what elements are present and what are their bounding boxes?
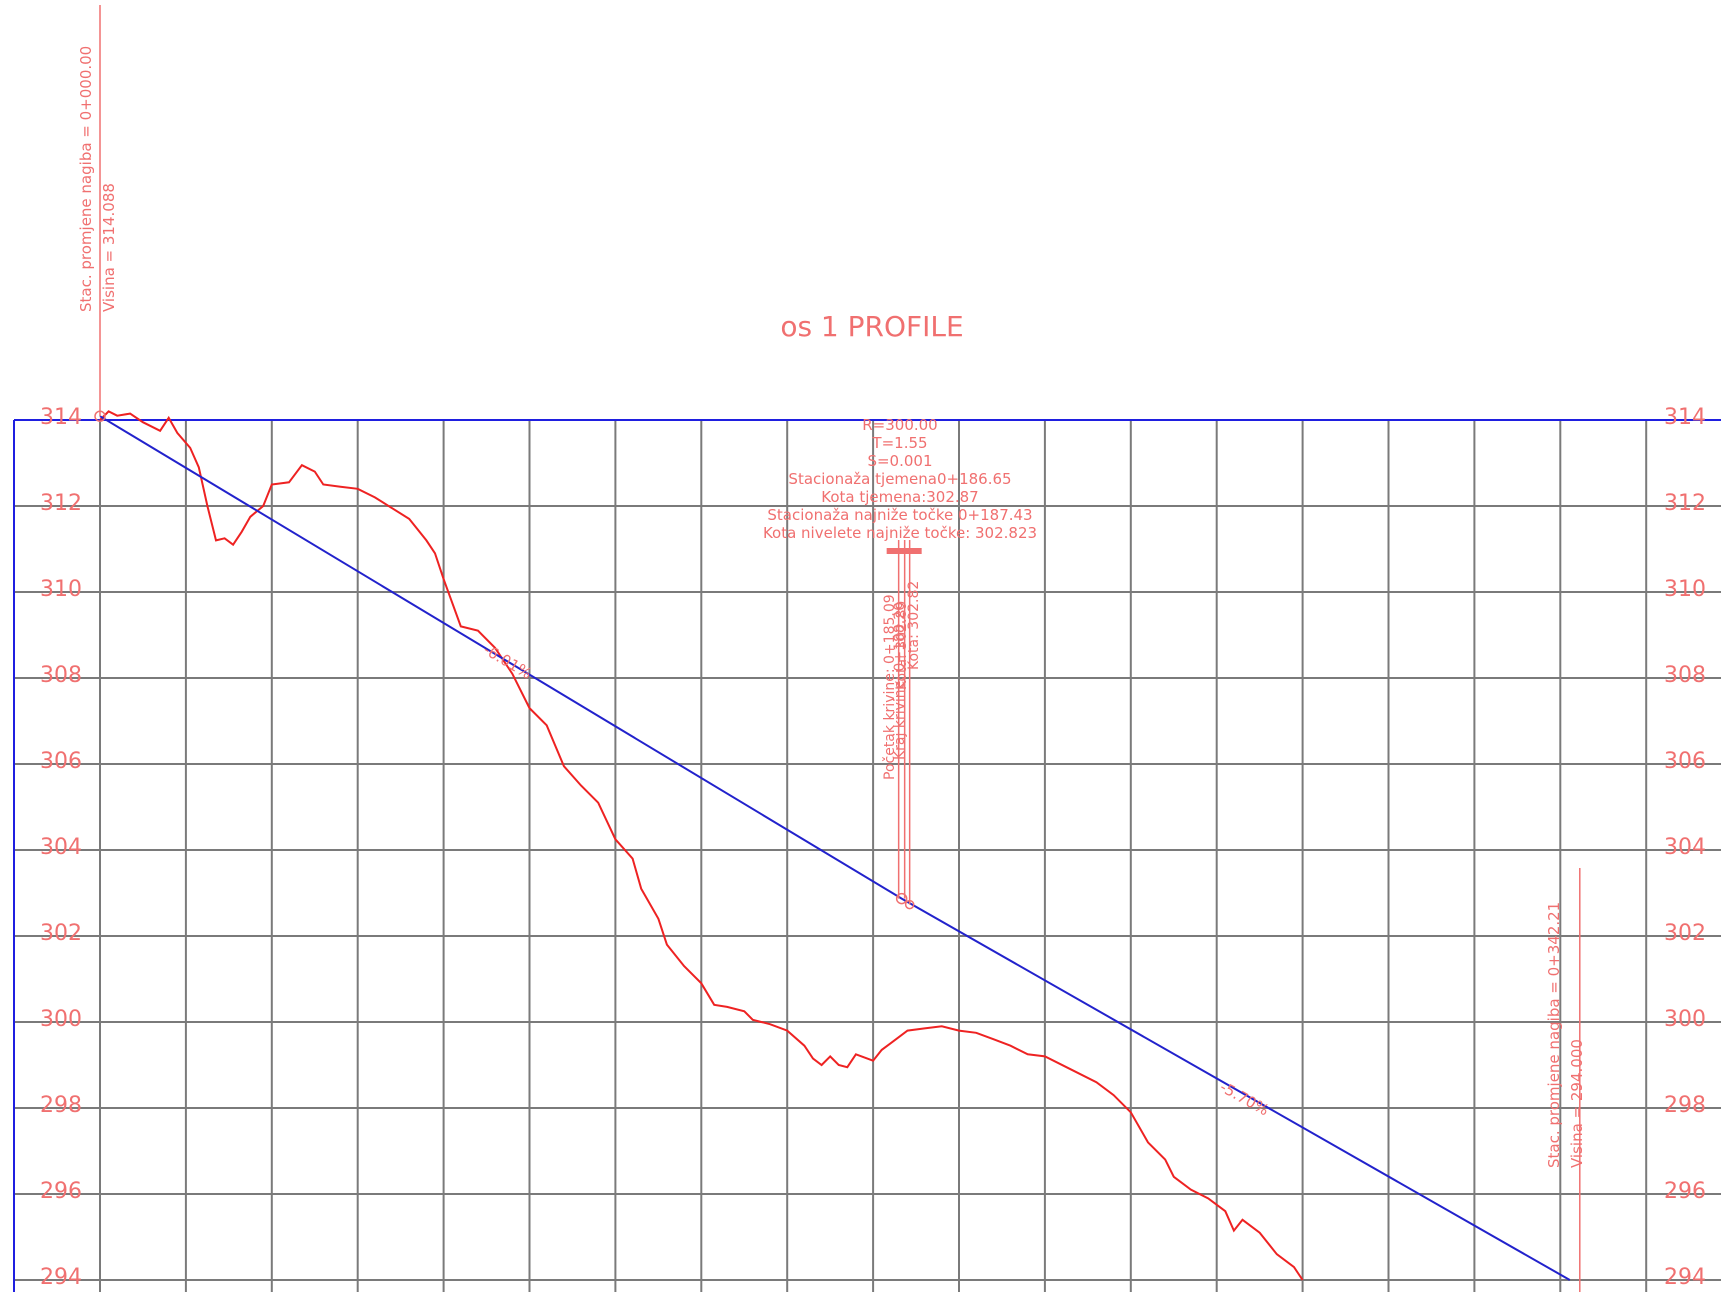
- curve-tangent: T=1.55: [871, 434, 927, 452]
- y-tick-label-right: 304: [1664, 835, 1706, 860]
- grade-line: [99, 415, 1571, 1281]
- grade-label-2: -5.70%: [1217, 1078, 1272, 1119]
- y-tick-label-left: 308: [40, 663, 82, 688]
- y-tick-label-right: 302: [1664, 921, 1706, 946]
- curve-lowest-station: Stacionaža najniže točke 0+187.43: [767, 506, 1032, 524]
- y-tick-label-right: 310: [1664, 577, 1706, 602]
- curve-radius: R=300.00: [862, 416, 937, 434]
- curve-s: S=0.001: [867, 452, 932, 470]
- end-stac-label: Stac. promjene nagiba = 0+342.21: [1545, 902, 1563, 1168]
- terrain-line: [99, 410, 1304, 1281]
- y-tick-label-right: 296: [1664, 1179, 1706, 1204]
- end-visina-label: Visina = 294.000: [1568, 1039, 1586, 1168]
- chart-title: os 1 PROFILE: [780, 310, 963, 343]
- y-tick-label-left: 294: [40, 1265, 82, 1290]
- annotations: os 1 PROFILE -6.01% -5.70% Stac. promjen…: [77, 5, 1586, 1292]
- start-vertex-marker: [94, 410, 106, 422]
- series: [99, 410, 1571, 1281]
- y-tick-label-right: 306: [1664, 749, 1706, 774]
- y-tick-labels: 314 314 312 312 310 310 308 308 306 306 304 304 302 3…: [40, 405, 1706, 1290]
- y-tick-label-left: 296: [40, 1179, 82, 1204]
- y-tick-label-right: 294: [1664, 1265, 1706, 1290]
- y-tick-label-left: 314: [40, 405, 82, 430]
- y-tick-label-right: 314: [1664, 405, 1706, 430]
- curve-end-kota: Kota: 302.82: [906, 581, 922, 670]
- curve-vertex-station: Stacionaža tjemena0+186.65: [788, 470, 1011, 488]
- curve-vertex-elevation: Kota tjemena:302.87: [821, 488, 978, 506]
- y-tick-label-left: 310: [40, 577, 82, 602]
- curve-lowest-elevation: Kota nivelete najniže točke: 302.823: [763, 524, 1037, 542]
- y-tick-label-left: 304: [40, 835, 82, 860]
- curve-lowest-marker: [904, 899, 915, 910]
- y-tick-label-right: 312: [1664, 491, 1706, 516]
- y-tick-label-right: 298: [1664, 1093, 1706, 1118]
- y-tick-label-right: 308: [1664, 663, 1706, 688]
- y-tick-label-left: 302: [40, 921, 82, 946]
- y-tick-label-left: 300: [40, 1007, 82, 1032]
- grade-label-1: -6.01%: [480, 640, 535, 682]
- curve-start-label: Početak krivine: 0+185.09: [882, 594, 898, 780]
- frame: [13, 419, 1721, 1292]
- y-tick-label-left: 306: [40, 749, 82, 774]
- y-tick-label-right: 300: [1664, 1007, 1706, 1032]
- start-visina-label: Visina = 314.088: [100, 183, 118, 312]
- y-tick-label-left: 298: [40, 1093, 82, 1118]
- curve-top-bar: [886, 548, 922, 554]
- y-tick-label-left: 312: [40, 491, 82, 516]
- grid: [14, 419, 1721, 1292]
- start-stac-label: Stac. promjene nagiba = 0+000.00: [77, 46, 95, 312]
- curve-vertex-marker: [895, 892, 908, 905]
